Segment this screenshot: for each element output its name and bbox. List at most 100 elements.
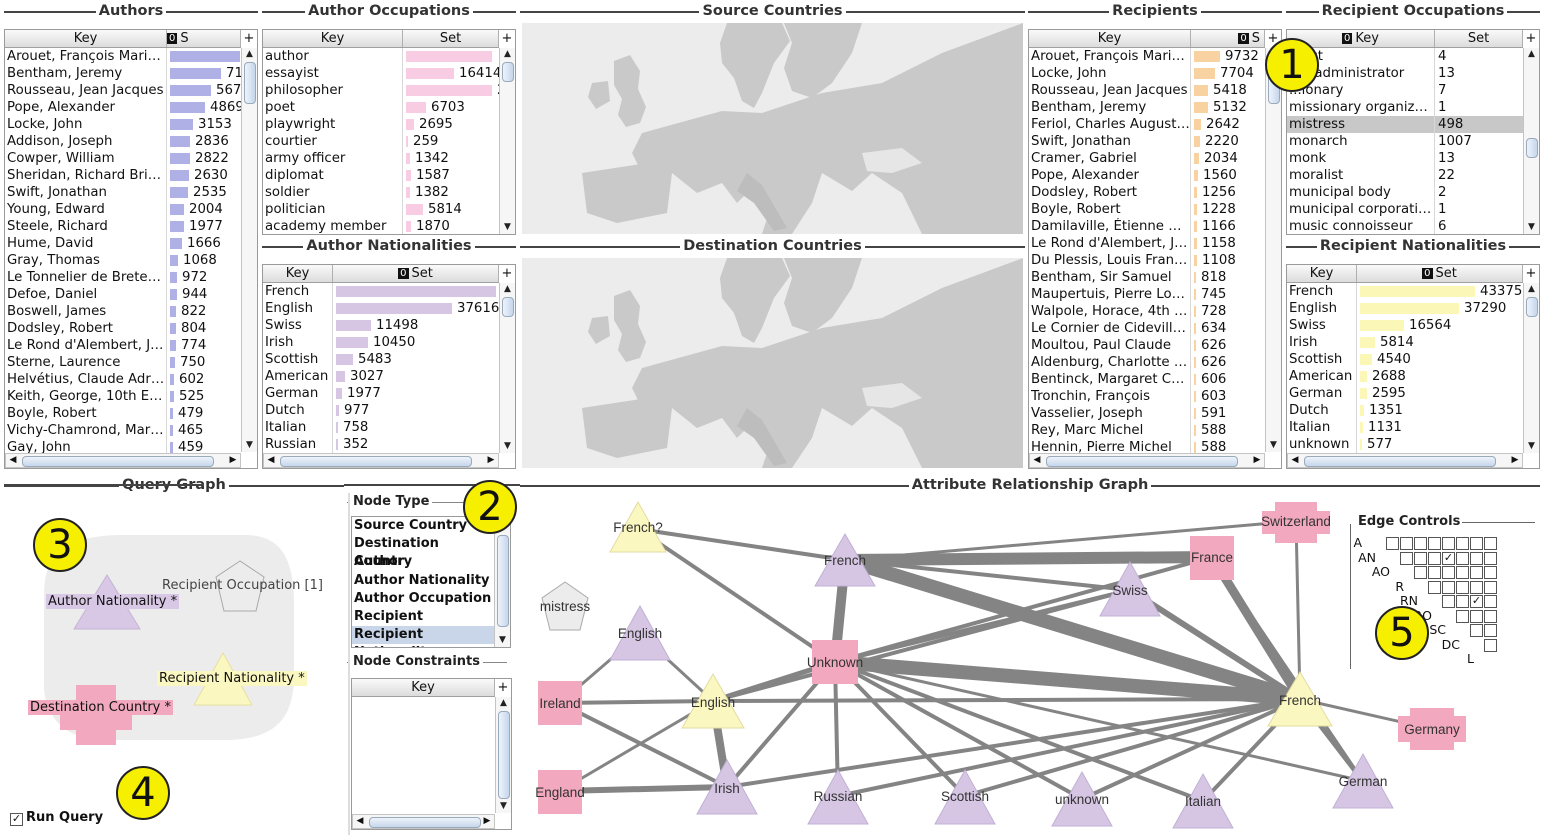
scroll-thumb[interactable] <box>1046 456 1238 467</box>
authors-vscroll[interactable]: ▲ ▼ <box>241 48 257 452</box>
key-header[interactable]: Key <box>263 265 333 282</box>
table-row[interactable]: Maupertuis, Pierre Loui... 745 <box>1029 286 1265 303</box>
scroll-up-icon[interactable]: ▲ <box>1528 284 1535 294</box>
table-row[interactable]: English 37616 <box>263 300 499 317</box>
recipient-nationalities-hscroll[interactable]: ◀ ▶ <box>1287 453 1523 468</box>
scroll-up-icon[interactable]: ▲ <box>1528 49 1535 59</box>
table-row[interactable]: Pope, Alexander 1560 <box>1029 167 1265 184</box>
table-row[interactable]: essayist 16414 <box>263 65 501 82</box>
table-row[interactable]: French 43375 <box>1287 283 1523 300</box>
table-row[interactable]: Bentham, Jeremy7144 <box>5 65 257 82</box>
table-row[interactable]: Boswell, James 822 <box>5 303 241 320</box>
scroll-thumb[interactable] <box>502 62 514 82</box>
node-french-recipient[interactable] <box>1267 671 1333 727</box>
qg-node-recipient-nationality[interactable]: Recipient Nationality * <box>157 671 307 686</box>
table-row[interactable]: Sheridan, Richard Brinsley 2630 <box>5 167 241 184</box>
table-row[interactable]: Addison, Joseph 2836 <box>5 133 241 150</box>
set-header[interactable]: 0 Set <box>333 265 499 282</box>
set-header[interactable]: 0 Set <box>1357 265 1523 282</box>
qg-node-recipient-occupation[interactable]: Recipient Occupation [1] <box>162 578 323 593</box>
table-row[interactable]: Scottish 4540 <box>1287 351 1523 368</box>
edge-toggle-checkbox[interactable] <box>1428 580 1441 594</box>
recipient-occupations-vscroll[interactable]: ▲ ▼ <box>1523 48 1539 234</box>
edge-toggle-checkbox[interactable] <box>1484 537 1497 550</box>
key-header[interactable]: Key <box>1029 30 1191 47</box>
table-row[interactable]: politician 5814 <box>263 201 499 218</box>
table-row[interactable]: Walpole, Horace, 4th e... 728 <box>1029 303 1265 320</box>
author-nationalities-hscroll[interactable]: ◀ ▶ <box>263 453 499 468</box>
table-row[interactable]: Swiss 11498 <box>263 317 499 334</box>
table-row[interactable]: Le Tonnelier de Breteuil... 972 <box>5 269 241 286</box>
table-row[interactable]: Helvétius, Claude Adrien 602 <box>5 371 241 388</box>
table-row[interactable]: Swift, Jonathan 2220 <box>1029 133 1265 150</box>
add-column-button[interactable]: + <box>494 679 511 696</box>
table-row[interactable]: mistress 498 <box>1287 116 1523 133</box>
table-row[interactable]: Steele, Richard 1977 <box>5 218 241 235</box>
table-row[interactable]: Aldenburg, Charlotte So... 626 <box>1029 354 1265 371</box>
node-type-item[interactable]: Author Occupation <box>354 590 492 606</box>
scroll-down-icon[interactable]: ▼ <box>499 635 506 645</box>
table-row[interactable]: Gay, John 459 <box>5 439 241 456</box>
table-row[interactable]: author <box>263 48 499 65</box>
scroll-down-icon[interactable]: ▼ <box>504 222 511 232</box>
table-row[interactable]: American 2688 <box>1287 368 1523 385</box>
set-header[interactable]: Set <box>1435 30 1523 47</box>
scroll-left-icon[interactable]: ◀ <box>267 455 275 465</box>
table-row[interactable]: Du Plessis, Louis Franço... 1108 <box>1029 252 1265 269</box>
table-row[interactable]: Bentham, Sir Samuel 818 <box>1029 269 1265 286</box>
scroll-thumb[interactable] <box>1526 138 1538 158</box>
table-row[interactable]: Swift, Jonathan 2535 <box>5 184 241 201</box>
node-type-item[interactable]: Author Nationality <box>354 572 490 588</box>
table-row[interactable]: Tronchin, François 603 <box>1029 388 1265 405</box>
table-row[interactable]: Vasselier, Joseph 591 <box>1029 405 1265 422</box>
table-row[interactable]: Rey, Marc Michel 588 <box>1029 422 1265 439</box>
edge-toggle-checkbox[interactable] <box>1456 595 1469 608</box>
table-row[interactable]: Italian 1131 <box>1287 419 1523 436</box>
node-type-vscroll[interactable]: ▲ ▼ <box>494 517 510 647</box>
scroll-left-icon[interactable]: ◀ <box>9 455 17 465</box>
node-germany[interactable] <box>1398 708 1466 750</box>
node-italian[interactable] <box>1172 772 1234 829</box>
table-row[interactable]: music connoisseur 6 <box>1287 218 1523 234</box>
scroll-down-icon[interactable]: ▼ <box>246 440 253 450</box>
edge-toggle-checkbox[interactable] <box>1484 551 1497 565</box>
table-row[interactable]: Le Cornier de Cideville,... 634 <box>1029 320 1265 337</box>
table-row[interactable]: ...rist4 <box>1287 48 1523 65</box>
scroll-right-icon[interactable]: ▶ <box>483 816 491 826</box>
table-row[interactable]: philosopher2... <box>263 82 515 99</box>
add-column-button[interactable]: + <box>1522 265 1539 282</box>
table-row[interactable]: Swiss 16564 <box>1287 317 1523 334</box>
edge-toggle-checkbox[interactable] <box>1470 537 1483 550</box>
edge-toggle-checkbox[interactable] <box>1428 551 1441 565</box>
recipients-vscroll[interactable]: ▲ ▼ <box>1265 48 1281 452</box>
edge-toggle-checkbox[interactable] <box>1456 551 1469 565</box>
set-header[interactable]: Set <box>403 30 499 47</box>
table-row[interactable]: Vichy-Chamrond, Marie... 465 <box>5 422 241 439</box>
table-row[interactable]: Keith, George, 10th Ear... 525 <box>5 388 241 405</box>
table-row[interactable]: Scottish 5483 <box>263 351 499 368</box>
edge-toggle-checkbox[interactable] <box>1484 638 1497 652</box>
table-row[interactable]: Locke, John 3153 <box>5 116 241 133</box>
table-row[interactable]: Cowper, William 2822 <box>5 150 241 167</box>
node-type-item[interactable]: Author <box>354 554 405 570</box>
node-irish[interactable] <box>696 758 758 815</box>
table-row[interactable]: Le Rond d'Alembert, Jean 1158 <box>1029 235 1265 252</box>
node-mistress[interactable] <box>541 581 589 631</box>
table-row[interactable]: missionary organization 1 <box>1287 99 1523 116</box>
edge-toggle-checkbox[interactable] <box>1428 537 1441 550</box>
edge-toggle-checkbox[interactable] <box>1442 537 1455 550</box>
table-row[interactable]: Feriol, Charles Augustin... 2642 <box>1029 116 1265 133</box>
table-row[interactable]: poet 6703 <box>263 99 499 116</box>
edge-toggle-checkbox[interactable] <box>1386 537 1399 550</box>
node-ireland[interactable] <box>538 681 582 725</box>
node-german[interactable] <box>1332 752 1394 809</box>
table-row[interactable]: ...ionary 7 <box>1287 82 1523 99</box>
scroll-thumb[interactable] <box>369 817 481 828</box>
checkbox-icon[interactable]: ✓ <box>10 812 23 826</box>
source-countries-map[interactable] <box>522 23 1023 234</box>
node-french-author[interactable] <box>814 532 876 587</box>
node-english-author[interactable] <box>609 604 671 661</box>
edge-toggle-checkbox[interactable] <box>1442 566 1455 579</box>
